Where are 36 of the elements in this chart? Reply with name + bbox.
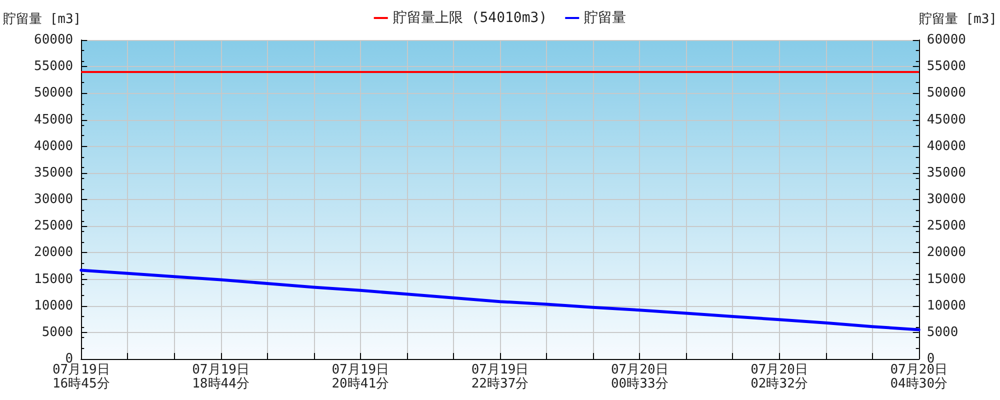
y2-tick-label: 5000 xyxy=(926,324,958,340)
x-tick-label: 07月20日 04時30分 xyxy=(890,362,948,392)
y-axis-title: 貯留量 [m3] xyxy=(2,12,82,27)
y2-axis-title: 貯留量 [m3] xyxy=(918,12,998,27)
legend-label: 貯留量 xyxy=(584,10,626,26)
y-tick-label: 40000 xyxy=(34,138,74,154)
line-series xyxy=(80,268,920,332)
y-tick-label: 20000 xyxy=(34,245,74,260)
y-tick-label: 55000 xyxy=(34,59,74,74)
y-tick-label: 5000 xyxy=(42,324,74,340)
y2-tick-label: 55000 xyxy=(926,59,966,74)
x-tick-label: 07月20日 00時33分 xyxy=(610,362,668,392)
y2-tick-label: 25000 xyxy=(926,218,966,234)
y2-tick-label: 40000 xyxy=(926,138,966,154)
y2-tick-label: 15000 xyxy=(926,272,966,287)
x-tick-label: 07月19日 22時37分 xyxy=(471,362,529,392)
y2-tick-label: 10000 xyxy=(926,298,966,314)
x-tick-label: 07月19日 16時45分 xyxy=(52,362,110,392)
y2-tick-label: 30000 xyxy=(926,192,966,207)
y-tick-label: 35000 xyxy=(34,165,74,180)
y2-tick-label: 20000 xyxy=(926,245,966,260)
y-tick-label: 60000 xyxy=(34,32,74,48)
x-tick-label: 07月20日 02時32分 xyxy=(750,362,808,392)
y-tick-label: 25000 xyxy=(34,218,74,234)
y2-tick-label: 35000 xyxy=(926,165,966,180)
y2-tick-label: 60000 xyxy=(926,32,966,48)
y-tick-label: 10000 xyxy=(34,298,74,314)
y2-tick-label: 50000 xyxy=(926,86,966,101)
x-tick-label: 07月19日 20時41分 xyxy=(332,362,390,392)
legend-label: 貯留量上限 (54010m3) xyxy=(392,10,548,26)
x-tick-label: 07月19日 18時44分 xyxy=(192,362,250,392)
y-tick-label: 45000 xyxy=(34,112,74,128)
y-tick-label: 30000 xyxy=(34,192,74,207)
y2-tick-label: 45000 xyxy=(926,112,966,128)
y-tick-label: 50000 xyxy=(34,86,74,101)
y-tick-label: 15000 xyxy=(34,272,74,287)
